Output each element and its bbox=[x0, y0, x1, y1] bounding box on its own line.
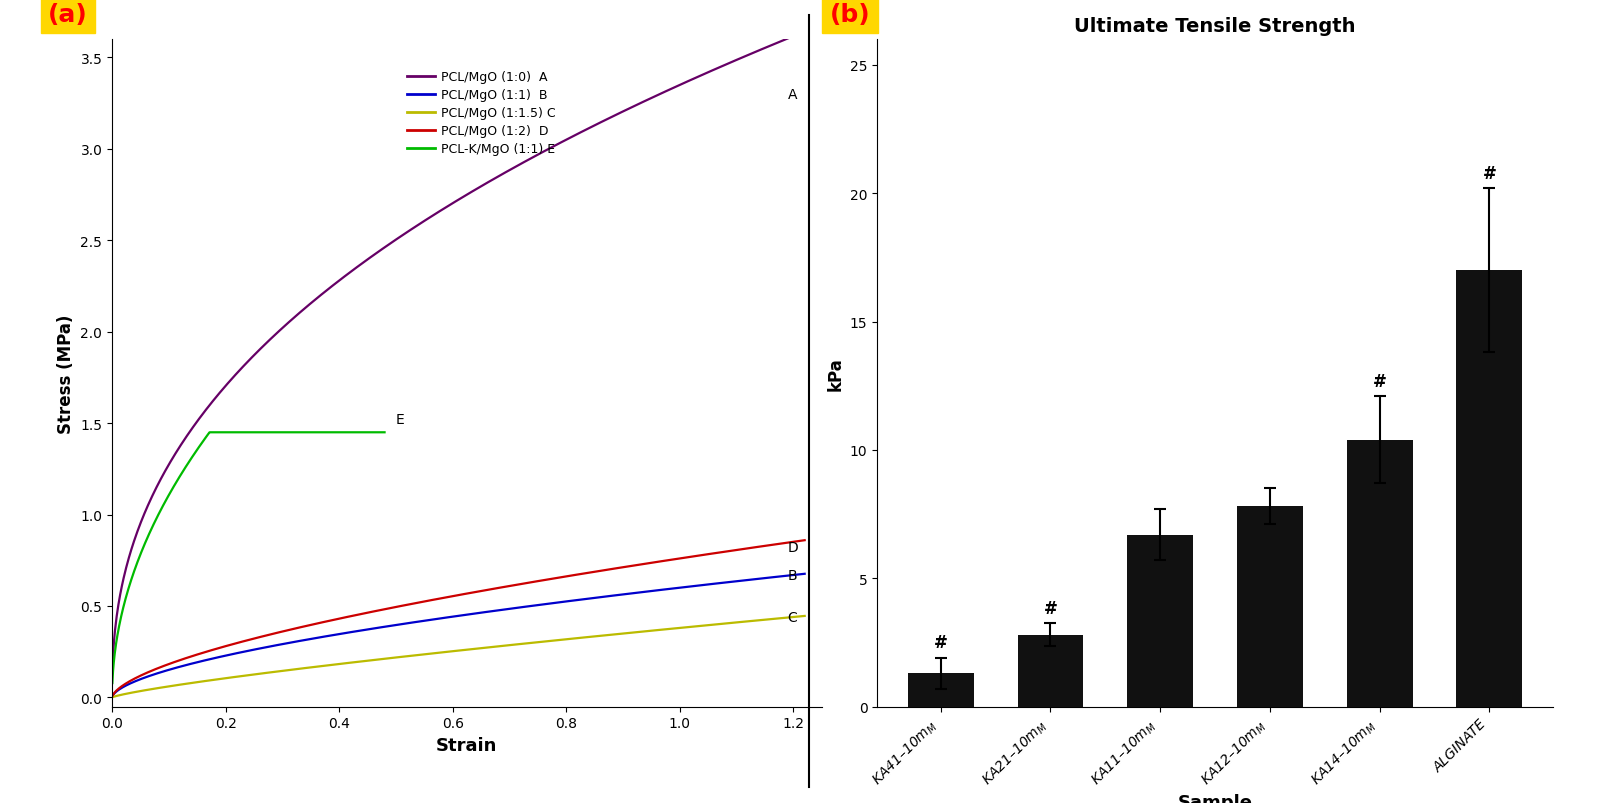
X-axis label: Sample: Sample bbox=[1178, 793, 1252, 803]
Text: (a): (a) bbox=[48, 3, 88, 26]
Text: (b): (b) bbox=[829, 3, 871, 26]
Bar bbox=[1018, 635, 1084, 707]
Bar bbox=[1346, 440, 1412, 707]
Text: #: # bbox=[1372, 372, 1386, 390]
X-axis label: Strain: Strain bbox=[435, 736, 498, 754]
Title: Ultimate Tensile Strength: Ultimate Tensile Strength bbox=[1074, 17, 1356, 36]
Bar bbox=[1457, 271, 1523, 707]
Y-axis label: kPa: kPa bbox=[826, 357, 844, 390]
Bar bbox=[908, 673, 973, 707]
Bar bbox=[1238, 507, 1303, 707]
Y-axis label: Stress (MPa): Stress (MPa) bbox=[56, 314, 75, 433]
Text: E: E bbox=[395, 413, 405, 427]
Text: #: # bbox=[1044, 599, 1057, 617]
Text: B: B bbox=[788, 569, 797, 582]
Text: A: A bbox=[788, 88, 797, 102]
Bar bbox=[1127, 535, 1193, 707]
Text: #: # bbox=[1483, 165, 1497, 182]
Text: D: D bbox=[788, 540, 799, 555]
Text: C: C bbox=[788, 610, 797, 624]
Text: #: # bbox=[933, 634, 948, 651]
Legend: PCL/MgO (1:0)  A, PCL/MgO (1:1)  B, PCL/MgO (1:1.5) C, PCL/MgO (1:2)  D, PCL-K/M: PCL/MgO (1:0) A, PCL/MgO (1:1) B, PCL/Mg… bbox=[402, 67, 560, 161]
